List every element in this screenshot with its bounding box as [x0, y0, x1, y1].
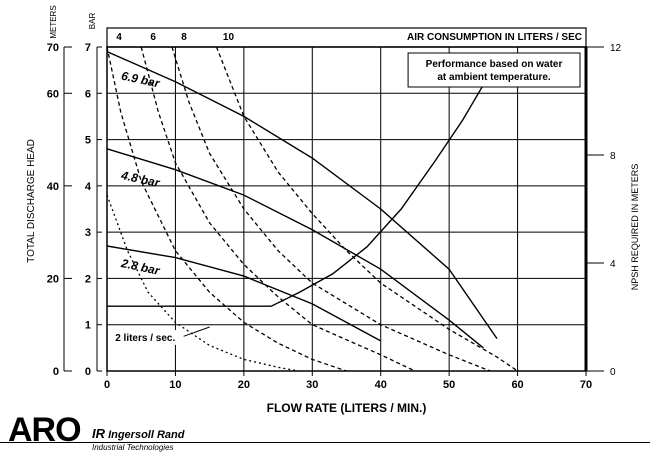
annotation-bg [112, 329, 187, 345]
note-box [407, 52, 581, 88]
ir-mark: IR [92, 426, 105, 441]
bar-tick-label: 4 [85, 181, 92, 193]
meters-unit-label: METERS [49, 5, 58, 38]
pressure-curve-4-8-bar [106, 148, 484, 349]
note-line-1: Performance based on water [426, 59, 563, 70]
bar-tick-label: 7 [85, 42, 91, 54]
x-tick-label: 10 [169, 379, 181, 391]
air-consumption-curve-10 [215, 46, 518, 372]
y-axis-title: TOTAL DISCHARGE HEAD [26, 139, 37, 263]
x-axis-title: FLOW RATE (LITERS / MIN.) [267, 401, 427, 415]
pressure-curve-label: 4.8 bar [119, 168, 162, 190]
ir-sub: Industrial Technologies [92, 443, 174, 452]
top-tick-label: 8 [181, 32, 187, 43]
bar-tick-label: 2 [85, 273, 91, 285]
meters-tick-label: 20 [47, 273, 59, 285]
ingersoll-rand-logo: IR Ingersoll Rand Industrial Technologie… [92, 426, 185, 454]
npsh-curve [107, 76, 491, 307]
pressure-curve-2-8-bar [106, 245, 382, 342]
x-tick-label: 30 [306, 379, 318, 391]
meters-tick-label: 60 [47, 88, 59, 100]
top-axis-bar [106, 27, 587, 48]
pressure-curve-label: 2.8 bar [119, 256, 162, 278]
note-line-2: at ambient temperature. [437, 72, 551, 83]
x-tick-label: 50 [443, 379, 455, 391]
bar-tick-label: 0 [85, 366, 91, 378]
bar-unit-label: BAR [88, 13, 97, 30]
npsh-tick-label: 4 [610, 259, 616, 270]
air-consumption-curve-8 [171, 46, 491, 372]
footer-divider [0, 442, 650, 443]
pressure-curve-6-9-bar [106, 50, 498, 339]
air-consumption-curve-6 [140, 46, 416, 372]
y2-axis-title: NPSH REQUIRED IN METERS [630, 164, 640, 291]
pressure-curve-label: 6.9 bar [120, 69, 162, 91]
top-tick-label: 4 [116, 32, 122, 43]
bar-tick-label: 5 [85, 135, 91, 147]
x-tick-label: 20 [238, 379, 250, 391]
annotation-leader [183, 326, 210, 337]
x-tick-label: 40 [375, 379, 387, 391]
air-consumption-curve-2-liters-sec- [106, 194, 299, 372]
meters-tick-label: 0 [53, 366, 59, 378]
npsh-tick-label: 12 [610, 43, 622, 54]
air-consumption-curve-4 [106, 46, 347, 372]
npsh-tick-label: 0 [610, 367, 616, 378]
bar-tick-label: 3 [85, 227, 91, 239]
meters-tick-label: 70 [47, 42, 59, 54]
x-tick-label: 70 [580, 379, 592, 391]
top-axis-title: AIR CONSUMPTION IN LITERS / SEC [407, 32, 582, 43]
bar-tick-label: 6 [85, 88, 91, 100]
x-tick-label: 0 [104, 379, 110, 391]
meters-tick-label: 40 [47, 181, 59, 193]
bar-tick-label: 1 [85, 320, 91, 332]
npsh-tick-label: 8 [610, 151, 616, 162]
ir-name: Ingersoll Rand [108, 429, 185, 441]
x-tick-label: 60 [511, 379, 523, 391]
air-2ls-annotation: 2 liters / sec. [115, 333, 175, 344]
top-tick-label: 10 [223, 32, 235, 43]
top-tick-label: 6 [150, 32, 156, 43]
